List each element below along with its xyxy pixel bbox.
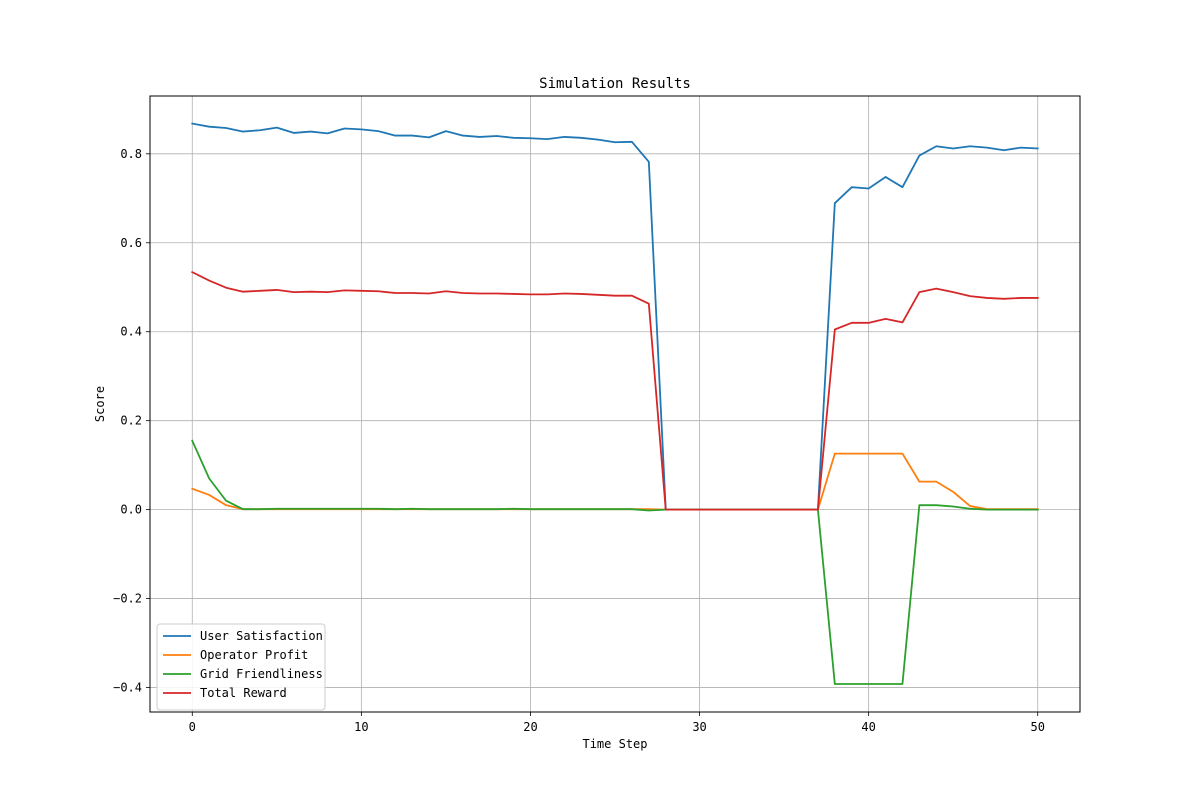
y-tick-label: −0.2 [113, 592, 142, 606]
legend-label-grid-friendliness: Grid Friendliness [200, 667, 323, 681]
series-lines [191, 122, 1039, 685]
x-tick-label: 30 [692, 720, 706, 734]
y-tick-label: 0.2 [120, 414, 142, 428]
x-tick-label: 0 [189, 720, 196, 734]
y-tick-label: 0.6 [120, 236, 142, 250]
legend: User Satisfaction Operator Profit Grid Fri… [156, 623, 326, 711]
legend-label-total-reward: Total Reward [200, 686, 287, 700]
x-ticks: 0 10 20 30 40 50 [189, 712, 1045, 734]
x-tick-label: 10 [354, 720, 368, 734]
x-tick-label: 40 [861, 720, 875, 734]
chart-title: Simulation Results [539, 76, 691, 92]
y-ticks: −0.4 −0.2 0.0 0.2 0.4 0.6 0.8 [113, 147, 150, 695]
plot-frame [149, 95, 1081, 713]
y-tick-label: 0.0 [120, 503, 142, 517]
legend-label-operator-profit: Operator Profit [200, 648, 308, 662]
legend-frame [156, 623, 326, 711]
legend-label-user-satisfaction: User Satisfaction [200, 629, 323, 643]
y-tick-label: 0.8 [120, 147, 142, 161]
y-axis-label: Score [93, 386, 107, 422]
series-line-user-satisfaction [191, 122, 1039, 511]
series-line-total-reward [191, 270, 1039, 511]
x-tick-label: 50 [1031, 720, 1045, 734]
y-tick-label: −0.4 [113, 681, 142, 695]
x-tick-label: 20 [523, 720, 537, 734]
series-line-grid-friendliness [191, 439, 1039, 685]
x-axis-label: Time Step [582, 737, 647, 751]
y-tick-label: 0.4 [120, 325, 142, 339]
